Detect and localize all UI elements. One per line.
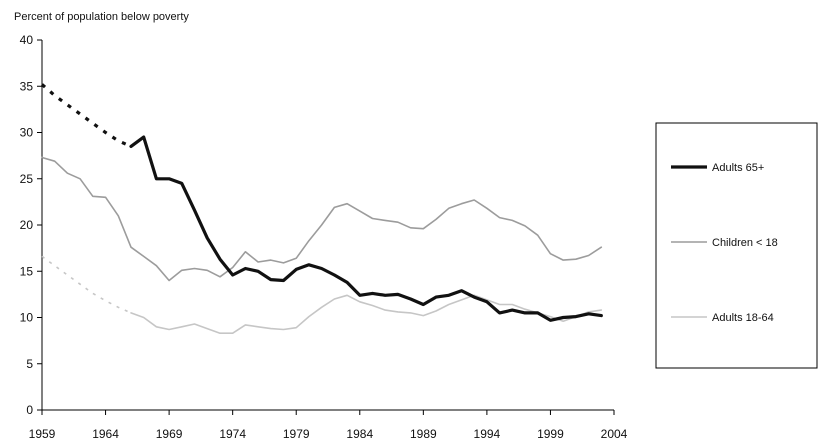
legend: Adults 65+ Children < 18 Adults 18-64 bbox=[655, 122, 818, 369]
y-tick-label: 40 bbox=[20, 33, 34, 47]
y-tick-label: 25 bbox=[20, 172, 34, 186]
y-tick-label: 30 bbox=[20, 126, 34, 140]
x-tick-label: 2004 bbox=[601, 427, 628, 441]
x-tick-label: 1979 bbox=[283, 427, 310, 441]
y-tick-label: 10 bbox=[20, 311, 34, 325]
y-tick-label: 15 bbox=[20, 264, 34, 278]
series-adults-18-64-estimated-line bbox=[41, 255, 132, 314]
y-tick-label: 20 bbox=[20, 218, 34, 232]
legend-label-adults-65: Adults 65+ bbox=[712, 162, 764, 174]
y-tick-label: 0 bbox=[26, 403, 33, 417]
plot-lines bbox=[40, 83, 603, 335]
x-tick-label: 1994 bbox=[474, 427, 501, 441]
legend-box bbox=[655, 122, 818, 369]
x-tick-label: 1984 bbox=[346, 427, 373, 441]
y-tick-label: 5 bbox=[26, 357, 33, 371]
x-tick-label: 1989 bbox=[410, 427, 437, 441]
y-axis-title: Percent of population below poverty bbox=[14, 11, 189, 23]
series-adults-18-64-line bbox=[130, 294, 603, 335]
series-children-18-line bbox=[41, 156, 603, 282]
y-tick-label: 35 bbox=[20, 79, 34, 93]
series-adults-65-line bbox=[129, 135, 603, 322]
x-tick-label: 1999 bbox=[537, 427, 564, 441]
series-adults-65-estimated-line bbox=[40, 83, 132, 148]
x-tick-label: 1974 bbox=[219, 427, 246, 441]
legend-label-adults-18-64: Adults 18-64 bbox=[712, 312, 774, 324]
x-tick-label: 1964 bbox=[92, 427, 119, 441]
axes: 0 5 10 15 20 25 30 35 40 1959 1964 1969 1974 1979 1984… bbox=[20, 33, 628, 441]
legend-label-children-18: Children < 18 bbox=[712, 237, 778, 249]
x-tick-label: 1969 bbox=[156, 427, 183, 441]
x-tick-label: 1959 bbox=[29, 427, 56, 441]
